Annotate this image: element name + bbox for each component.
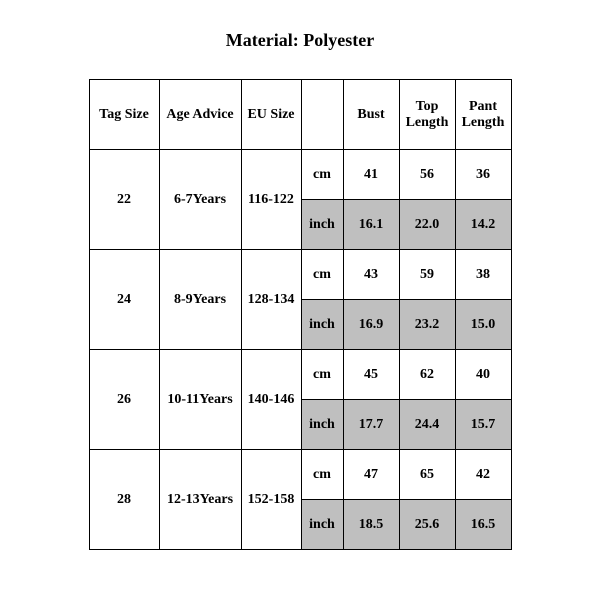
cell-top-cm: 59	[399, 250, 455, 300]
table-row: 24 8-9Years 128-134 cm 43 59 38	[89, 250, 511, 300]
cell-pant-inch: 14.2	[455, 200, 511, 250]
cell-bust-inch: 17.7	[343, 400, 399, 450]
table-row: 26 10-11Years 140-146 cm 45 62 40	[89, 350, 511, 400]
cell-top-inch: 24.4	[399, 400, 455, 450]
cell-age-advice: 12-13Years	[159, 450, 241, 550]
cell-unit-cm: cm	[301, 450, 343, 500]
size-table: Tag Size Age Advice EU Size Bust Top Len…	[89, 79, 512, 550]
cell-unit-cm: cm	[301, 350, 343, 400]
table-header-row: Tag Size Age Advice EU Size Bust Top Len…	[89, 80, 511, 150]
table-row: 22 6-7Years 116-122 cm 41 56 36	[89, 150, 511, 200]
cell-tag-size: 26	[89, 350, 159, 450]
cell-eu-size: 116-122	[241, 150, 301, 250]
cell-bust-cm: 47	[343, 450, 399, 500]
col-header-top-length: Top Length	[399, 80, 455, 150]
cell-top-inch: 23.2	[399, 300, 455, 350]
cell-top-inch: 25.6	[399, 500, 455, 550]
cell-top-cm: 56	[399, 150, 455, 200]
cell-age-advice: 8-9Years	[159, 250, 241, 350]
cell-eu-size: 140-146	[241, 350, 301, 450]
cell-pant-inch: 15.7	[455, 400, 511, 450]
col-header-age-advice: Age Advice	[159, 80, 241, 150]
cell-bust-inch: 16.1	[343, 200, 399, 250]
cell-eu-size: 128-134	[241, 250, 301, 350]
cell-pant-cm: 42	[455, 450, 511, 500]
cell-bust-cm: 41	[343, 150, 399, 200]
cell-tag-size: 28	[89, 450, 159, 550]
cell-pant-inch: 15.0	[455, 300, 511, 350]
cell-age-advice: 10-11Years	[159, 350, 241, 450]
cell-unit-cm: cm	[301, 150, 343, 200]
cell-pant-cm: 38	[455, 250, 511, 300]
col-header-bust: Bust	[343, 80, 399, 150]
cell-pant-cm: 36	[455, 150, 511, 200]
page-title: Material: Polyester	[0, 30, 600, 51]
cell-top-cm: 65	[399, 450, 455, 500]
col-header-unit	[301, 80, 343, 150]
cell-top-inch: 22.0	[399, 200, 455, 250]
cell-unit-cm: cm	[301, 250, 343, 300]
cell-pant-cm: 40	[455, 350, 511, 400]
col-header-tag-size: Tag Size	[89, 80, 159, 150]
cell-tag-size: 22	[89, 150, 159, 250]
cell-bust-inch: 18.5	[343, 500, 399, 550]
col-header-pant-length: Pant Length	[455, 80, 511, 150]
cell-unit-inch: inch	[301, 300, 343, 350]
page-root: Material: Polyester Tag Size Age Advice …	[0, 0, 600, 600]
cell-bust-cm: 43	[343, 250, 399, 300]
cell-tag-size: 24	[89, 250, 159, 350]
cell-top-cm: 62	[399, 350, 455, 400]
table-row: 28 12-13Years 152-158 cm 47 65 42	[89, 450, 511, 500]
col-header-eu-size: EU Size	[241, 80, 301, 150]
cell-unit-inch: inch	[301, 200, 343, 250]
cell-pant-inch: 16.5	[455, 500, 511, 550]
cell-unit-inch: inch	[301, 500, 343, 550]
cell-unit-inch: inch	[301, 400, 343, 450]
cell-bust-inch: 16.9	[343, 300, 399, 350]
cell-eu-size: 152-158	[241, 450, 301, 550]
cell-bust-cm: 45	[343, 350, 399, 400]
cell-age-advice: 6-7Years	[159, 150, 241, 250]
